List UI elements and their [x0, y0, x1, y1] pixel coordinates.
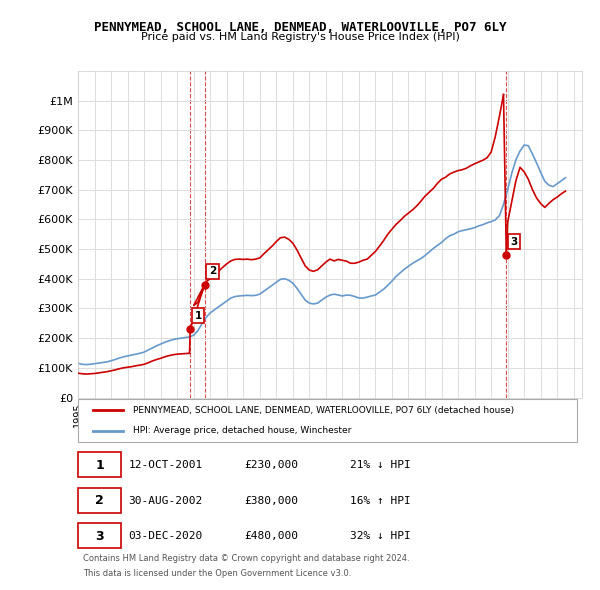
Text: 2: 2	[95, 494, 104, 507]
Text: Price paid vs. HM Land Registry's House Price Index (HPI): Price paid vs. HM Land Registry's House …	[140, 32, 460, 42]
FancyBboxPatch shape	[78, 453, 121, 477]
Text: Contains HM Land Registry data © Crown copyright and database right 2024.: Contains HM Land Registry data © Crown c…	[83, 554, 410, 563]
Text: 03-DEC-2020: 03-DEC-2020	[128, 531, 203, 541]
Text: PENNYMEAD, SCHOOL LANE, DENMEAD, WATERLOOVILLE, PO7 6LY (detached house): PENNYMEAD, SCHOOL LANE, DENMEAD, WATERLO…	[133, 406, 515, 415]
Text: 21% ↓ HPI: 21% ↓ HPI	[350, 460, 411, 470]
Text: 3: 3	[95, 530, 104, 543]
Text: This data is licensed under the Open Government Licence v3.0.: This data is licensed under the Open Gov…	[83, 569, 352, 578]
Text: 12-OCT-2001: 12-OCT-2001	[128, 460, 203, 470]
Text: HPI: Average price, detached house, Winchester: HPI: Average price, detached house, Winc…	[133, 426, 352, 435]
Text: £380,000: £380,000	[244, 496, 298, 506]
Text: 1: 1	[95, 458, 104, 471]
Text: £480,000: £480,000	[244, 531, 298, 541]
FancyBboxPatch shape	[78, 488, 121, 513]
Text: PENNYMEAD, SCHOOL LANE, DENMEAD, WATERLOOVILLE, PO7 6LY: PENNYMEAD, SCHOOL LANE, DENMEAD, WATERLO…	[94, 21, 506, 34]
FancyBboxPatch shape	[78, 523, 121, 548]
Text: 32% ↓ HPI: 32% ↓ HPI	[350, 531, 411, 541]
Text: 3: 3	[511, 237, 518, 247]
Text: 2: 2	[209, 266, 216, 276]
Text: 16% ↑ HPI: 16% ↑ HPI	[350, 496, 411, 506]
Text: £230,000: £230,000	[244, 460, 298, 470]
FancyBboxPatch shape	[78, 399, 577, 442]
Text: 30-AUG-2002: 30-AUG-2002	[128, 496, 203, 506]
Text: 1: 1	[194, 311, 202, 321]
